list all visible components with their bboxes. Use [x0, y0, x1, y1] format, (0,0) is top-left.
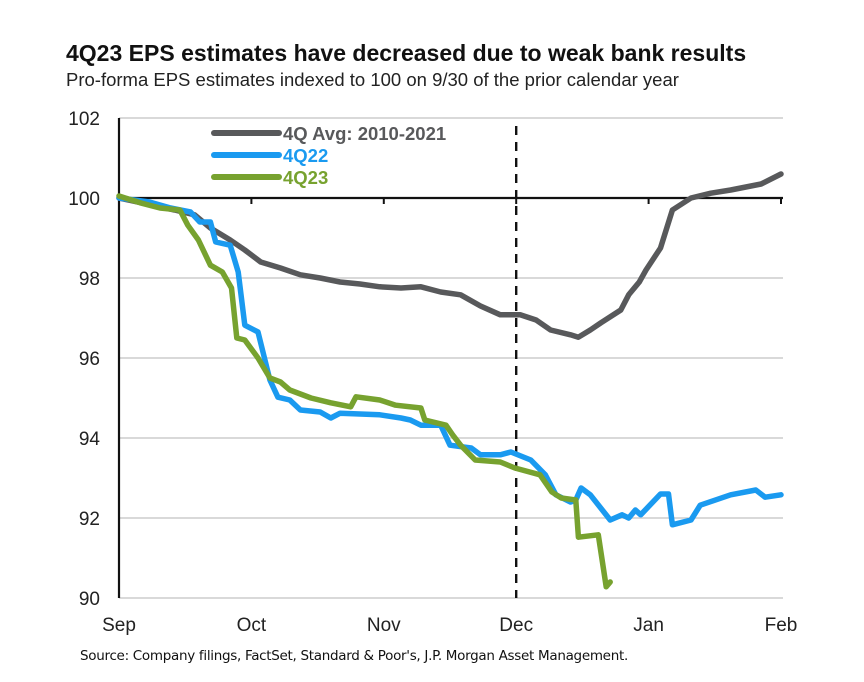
x-tick-label: Feb [765, 615, 798, 636]
y-tick-label: 102 [68, 109, 100, 130]
tick-labels: 90 92 94 96 98 100 102 Sep Oct Nov Dec Jan Feb [68, 109, 797, 636]
y-tick-label: 90 [79, 589, 100, 610]
legend-label: 4Q Avg: 2010-2021 [283, 123, 446, 144]
series-group [116, 171, 784, 590]
chart-title: 4Q23 EPS estimates have decreased due to… [66, 40, 747, 66]
y-tick-label: 94 [79, 429, 101, 450]
y-tick-label: 96 [79, 349, 100, 370]
series-line-4q23 [116, 193, 613, 590]
x-tick-label: Jan [633, 615, 664, 636]
y-tick-label: 100 [68, 189, 100, 210]
x-tick-label: Dec [499, 615, 533, 636]
legend-label: 4Q22 [283, 145, 328, 166]
source-note: Source: Company filings, FactSet, Standa… [80, 648, 628, 664]
x-tick-label: Nov [367, 615, 401, 636]
x-tick-label: Oct [237, 615, 267, 636]
y-tick-label: 92 [79, 509, 100, 530]
gridlines [119, 117, 783, 599]
legend-label: 4Q23 [283, 167, 328, 188]
x-tick-label: Sep [102, 615, 136, 636]
series-line-4q-avg-2010-2021 [116, 171, 784, 340]
series-line-4q22 [116, 195, 784, 528]
chart-subtitle: Pro-forma EPS estimates indexed to 100 o… [66, 69, 679, 90]
y-tick-label: 98 [79, 269, 100, 290]
